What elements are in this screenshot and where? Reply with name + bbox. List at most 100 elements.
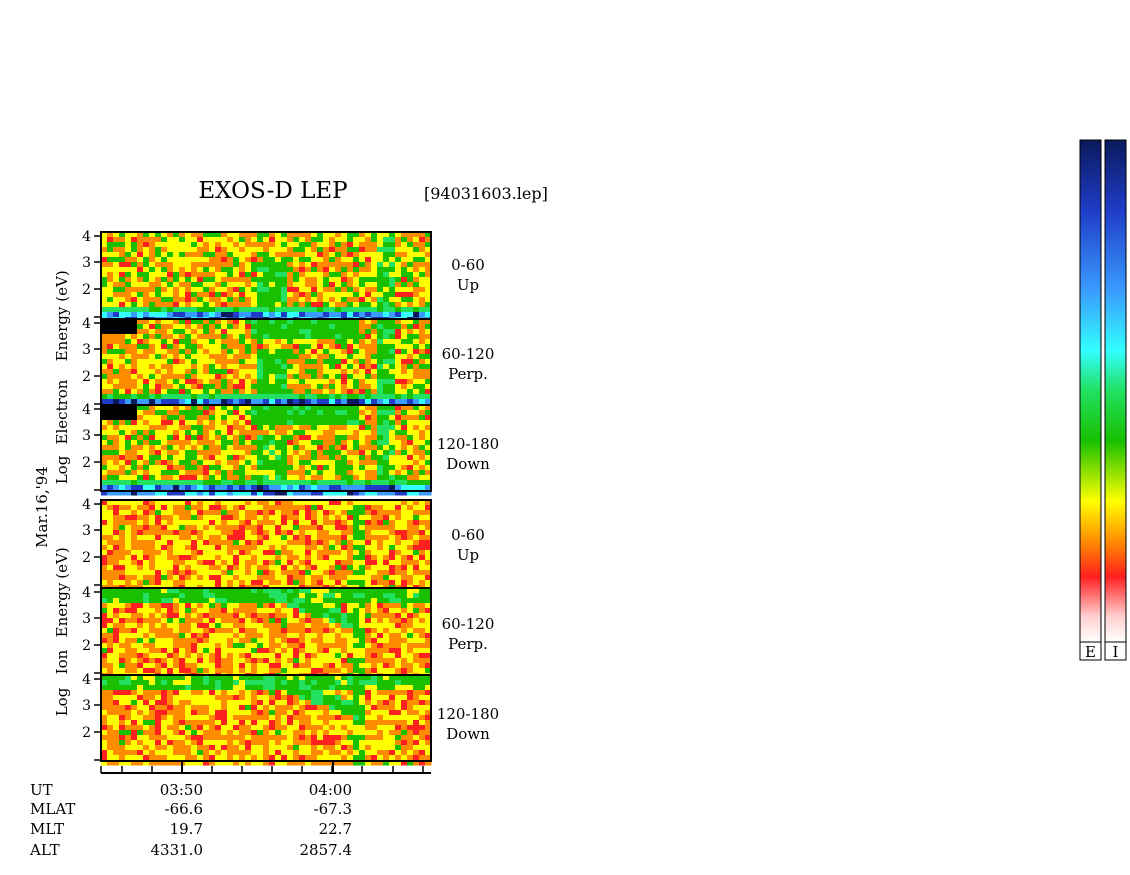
heatmap-cell: [359, 648, 366, 654]
heatmap-cell: [107, 334, 114, 340]
heatmap-cell: [203, 588, 210, 594]
heatmap-cell: [389, 545, 396, 551]
heatmap-cell: [233, 675, 240, 681]
heatmap-cell: [119, 598, 126, 604]
heatmap-cell: [335, 425, 342, 431]
heatmap-cell: [317, 379, 324, 385]
heatmap-cell: [161, 389, 168, 395]
heatmap-cell: [419, 653, 426, 659]
heatmap-cell: [383, 425, 390, 431]
heatmap-cell: [203, 570, 210, 576]
heatmap-cell: [191, 455, 198, 461]
heatmap-cell: [131, 475, 138, 481]
heatmap-cell: [125, 575, 132, 581]
heatmap-cell: [149, 252, 156, 258]
heatmap-cell: [365, 354, 372, 360]
heatmap-cell: [317, 319, 324, 325]
heatmap-cell: [407, 515, 414, 521]
heatmap-cell: [137, 505, 144, 511]
heatmap-cell: [329, 405, 336, 411]
heatmap-cell: [245, 623, 252, 629]
heatmap-cell: [209, 608, 216, 614]
heatmap-cell: [317, 435, 324, 441]
heatmap-cell: [191, 653, 198, 659]
heatmap-cell: [299, 525, 306, 531]
heatmap-cell: [161, 272, 168, 278]
heatmap-cell: [263, 450, 270, 456]
heatmap-cell: [179, 354, 186, 360]
heatmap-cell: [119, 334, 126, 340]
heatmap-cell: [119, 282, 126, 288]
heatmap-cell: [419, 570, 426, 576]
heatmap-cell: [161, 430, 168, 436]
heatmap-cell: [323, 435, 330, 441]
heatmap-cell: [203, 633, 210, 639]
heatmap-cell: [113, 540, 120, 546]
heatmap-cell: [347, 608, 354, 614]
heatmap-cell: [407, 545, 414, 551]
heatmap-cell: [311, 643, 318, 649]
heatmap-cell: [347, 460, 354, 466]
heatmap-cell: [131, 525, 138, 531]
heatmap-cell: [263, 575, 270, 581]
heatmap-cell: [155, 525, 162, 531]
heatmap-cell: [335, 588, 342, 594]
heatmap-cell: [197, 628, 204, 634]
heatmap-cell: [317, 334, 324, 340]
heatmap-cell: [191, 565, 198, 571]
heatmap-cell: [377, 628, 384, 634]
heatmap-cell: [353, 425, 360, 431]
heatmap-cell: [401, 575, 408, 581]
heatmap-cell: [341, 545, 348, 551]
heatmap-cell: [287, 623, 294, 629]
heatmap-cell: [125, 302, 132, 308]
heatmap-cell: [131, 430, 138, 436]
heatmap-cell: [257, 324, 264, 330]
heatmap-cell: [221, 319, 228, 325]
heatmap-cell: [287, 282, 294, 288]
heatmap-cell: [371, 628, 378, 634]
heatmap-cell: [335, 349, 342, 355]
heatmap-cell: [335, 490, 342, 496]
heatmap-cell: [407, 500, 414, 506]
heatmap-cell: [299, 555, 306, 561]
heatmap-cell: [413, 535, 420, 541]
heatmap-cell: [239, 618, 246, 624]
heatmap-cell: [263, 425, 270, 431]
heatmap-cell: [197, 435, 204, 441]
heatmap-cell: [425, 302, 432, 308]
heatmap-cell: [239, 287, 246, 293]
heatmap-cell: [293, 603, 300, 609]
heatmap-cell: [149, 394, 156, 400]
heatmap-cell: [275, 324, 282, 330]
heatmap-cell: [221, 379, 228, 385]
heatmap-cell: [419, 394, 426, 400]
heatmap-cell: [101, 252, 108, 258]
heatmap-cell: [317, 329, 324, 335]
heatmap-cell: [131, 540, 138, 546]
heatmap-cell: [383, 555, 390, 561]
heatmap-cell: [101, 384, 108, 390]
heatmap-cell: [341, 565, 348, 571]
heatmap-cell: [113, 613, 120, 619]
heatmap-cell: [191, 603, 198, 609]
heatmap-cell: [359, 369, 366, 375]
heatmap-cell: [401, 623, 408, 629]
heatmap-cell: [203, 490, 210, 496]
heatmap-cell: [407, 415, 414, 421]
heatmap-cell: [227, 540, 234, 546]
heatmap-cell: [329, 653, 336, 659]
heatmap-cell: [263, 410, 270, 416]
heatmap-cell: [119, 570, 126, 576]
heatmap-cell: [197, 324, 204, 330]
heatmap-cell: [311, 603, 318, 609]
heatmap-cell: [347, 440, 354, 446]
heatmap-cell: [263, 324, 270, 330]
heatmap-cell: [341, 354, 348, 360]
heatmap-cell: [131, 364, 138, 370]
heatmap-cell: [215, 232, 222, 238]
heatmap-cell: [125, 618, 132, 624]
heatmap-cell: [221, 480, 228, 486]
heatmap-cell: [371, 450, 378, 456]
heatmap-cell: [161, 394, 168, 400]
